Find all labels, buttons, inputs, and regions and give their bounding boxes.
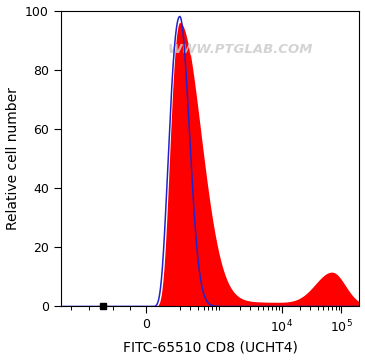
Y-axis label: Relative cell number: Relative cell number (5, 87, 20, 230)
Text: WWW.PTGLAB.COM: WWW.PTGLAB.COM (167, 42, 313, 55)
X-axis label: FITC-65510 CD8 (UCHT4): FITC-65510 CD8 (UCHT4) (123, 341, 297, 355)
